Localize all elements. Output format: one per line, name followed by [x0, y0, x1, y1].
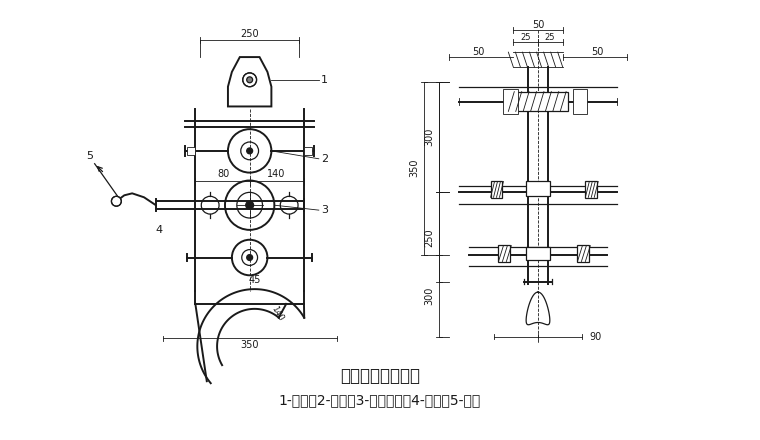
Text: 5: 5 — [86, 151, 93, 161]
Text: 90: 90 — [589, 331, 601, 341]
Text: 80: 80 — [217, 169, 229, 179]
Bar — [304, 147, 312, 155]
Text: 300: 300 — [424, 286, 435, 305]
Text: 1-吊环；2-耳板；3-销环轴辊；4-销柄；5-拉绳: 1-吊环；2-耳板；3-销环轴辊；4-销柄；5-拉绳 — [279, 394, 481, 408]
Circle shape — [245, 201, 254, 209]
Text: 50: 50 — [532, 19, 544, 29]
Bar — [503, 89, 518, 114]
Text: 25: 25 — [521, 33, 531, 42]
Text: 140: 140 — [267, 169, 286, 179]
Circle shape — [242, 73, 257, 87]
Bar — [585, 180, 597, 198]
Text: 强夯自动脱钩器图: 强夯自动脱钩器图 — [340, 367, 420, 385]
Circle shape — [112, 196, 122, 206]
Bar — [491, 180, 502, 198]
Text: 50: 50 — [473, 47, 485, 57]
Bar — [526, 180, 549, 196]
Text: 140: 140 — [270, 305, 285, 323]
Circle shape — [247, 255, 252, 260]
Bar — [188, 147, 195, 155]
Text: 350: 350 — [240, 341, 259, 350]
Text: 2: 2 — [321, 154, 328, 164]
Text: 1: 1 — [321, 75, 328, 85]
Text: 50: 50 — [591, 47, 603, 57]
Bar — [572, 89, 587, 114]
Bar — [499, 245, 510, 262]
Circle shape — [247, 148, 252, 154]
Bar — [508, 92, 568, 111]
Text: 4: 4 — [156, 225, 163, 235]
Text: 350: 350 — [410, 159, 420, 177]
Text: 250: 250 — [240, 29, 259, 39]
Text: 250: 250 — [424, 228, 435, 246]
Text: 300: 300 — [424, 128, 435, 146]
Bar — [526, 247, 549, 260]
Text: 3: 3 — [321, 205, 328, 215]
Text: 45: 45 — [249, 275, 261, 285]
Bar — [578, 245, 589, 262]
Text: 25: 25 — [545, 33, 555, 42]
Circle shape — [247, 77, 252, 83]
Polygon shape — [228, 57, 271, 106]
